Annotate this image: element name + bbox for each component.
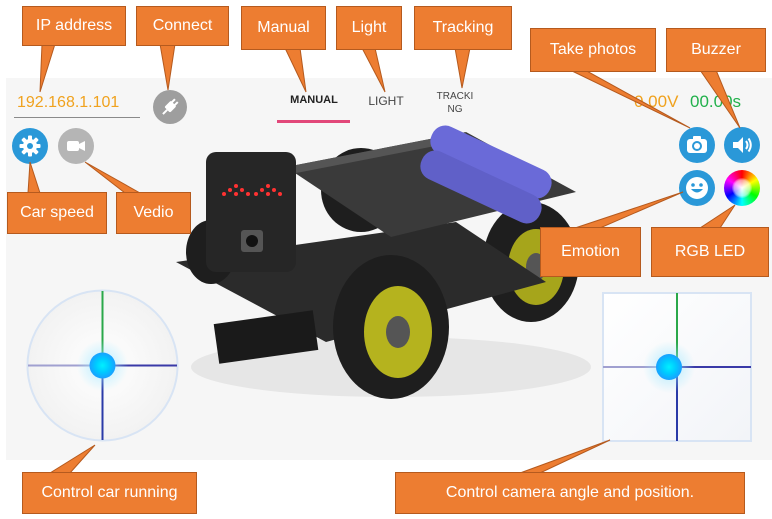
callout-control-camera: Control camera angle and position.: [395, 472, 745, 514]
time-readout: 00.00s: [690, 92, 742, 111]
callout-car-speed: Car speed: [7, 192, 107, 234]
car-image: [176, 125, 591, 399]
gear-icon: [19, 135, 41, 157]
camera-pad-knob: [656, 354, 682, 380]
callout-video: Vedio: [116, 192, 191, 234]
callout-light: Light: [336, 6, 402, 50]
car-joystick-knob: [89, 352, 116, 379]
callout-tracking: Tracking: [414, 6, 512, 50]
callout-buzzer: Buzzer: [666, 28, 766, 72]
video-button[interactable]: [58, 128, 94, 164]
active-tab-indicator: [277, 120, 350, 123]
smiley-icon: [686, 177, 708, 199]
callout-take-photos: Take photos: [530, 28, 656, 72]
buzzer-button[interactable]: [724, 127, 760, 163]
emotion-button[interactable]: [679, 170, 715, 206]
camera-control-pad[interactable]: [602, 292, 752, 442]
callout-ip-address: IP address: [22, 6, 126, 46]
plug-icon: [162, 98, 179, 115]
voltage-readout: 0.00V: [634, 92, 679, 111]
tab-tracking[interactable]: TRACKING: [436, 91, 474, 115]
ip-address-underline: [14, 117, 140, 118]
take-photos-button[interactable]: [679, 127, 715, 163]
tab-light[interactable]: LIGHT: [368, 94, 404, 108]
speaker-icon: [733, 137, 752, 153]
callout-connect: Connect: [136, 6, 229, 46]
callout-emotion: Emotion: [540, 227, 641, 277]
camera-icon: [687, 136, 707, 153]
ip-address-input[interactable]: 192.168.1.101: [17, 94, 120, 111]
car-control-joystick[interactable]: [25, 288, 180, 443]
video-camera-icon: [67, 141, 85, 151]
connect-button[interactable]: [153, 90, 187, 124]
tab-manual[interactable]: MANUAL: [290, 94, 338, 106]
car-speed-button[interactable]: [12, 128, 48, 164]
callout-control-car: Control car running: [22, 472, 197, 514]
callout-rgb-led: RGB LED: [651, 227, 769, 277]
rgb-led-button[interactable]: [724, 170, 760, 206]
callout-manual: Manual: [241, 6, 326, 50]
